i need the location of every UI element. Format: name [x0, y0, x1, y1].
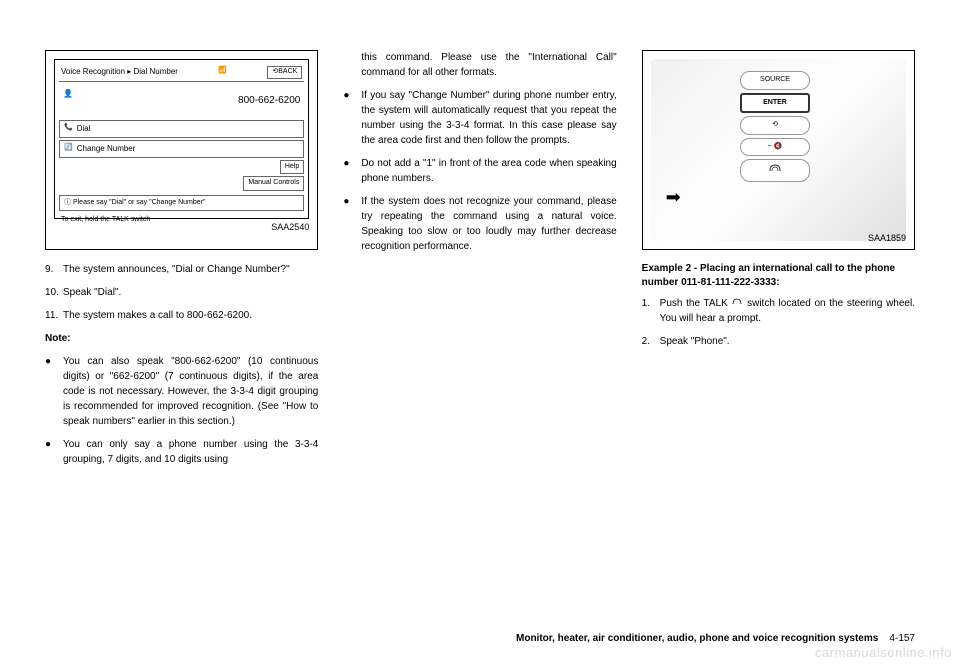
continuation-text: this command. Please use the "Internatio…: [343, 50, 616, 80]
footer-page: 4-157: [889, 633, 915, 644]
dialog-screenshot: Voice Recognition ▸ Dial Number 📶 ⟲BACK …: [45, 50, 318, 250]
menu-change-label: Change Number: [77, 143, 136, 155]
talk-inline-icon: [731, 297, 743, 309]
col2-bullet-1: ● If you say "Change Number" during phon…: [343, 88, 616, 148]
menu-dial-label: Dial: [77, 123, 91, 135]
screen-header: Voice Recognition ▸ Dial Number 📶 ⟲BACK: [59, 64, 304, 82]
menu-change-number: 🔄 Change Number: [59, 140, 304, 158]
enter-button: ENTER: [740, 93, 810, 114]
example-heading: Example 2 - Placing an international cal…: [642, 262, 915, 290]
page-container: Voice Recognition ▸ Dial Number 📶 ⟲BACK …: [45, 50, 915, 475]
dial-icon: 📞: [64, 123, 73, 134]
bullet-icon: ●: [343, 156, 361, 186]
speak-icon: 👤: [63, 88, 73, 100]
sub-buttons: Help: [59, 160, 304, 175]
talk-button: [740, 159, 810, 182]
figure-label-2: SAA1859: [868, 232, 906, 246]
back-control-button: ⟲: [740, 116, 810, 135]
column-1: Voice Recognition ▸ Dial Number 📶 ⟲BACK …: [45, 50, 318, 475]
step-text: Speak "Phone".: [660, 334, 915, 349]
manual-controls-button: Manual Controls: [243, 176, 304, 191]
note-heading: Note:: [45, 331, 318, 346]
column-3: SOURCE ENTER ⟲ − 🔇 ➡ SAA1859 Example 2 -…: [642, 50, 915, 475]
source-button: SOURCE: [740, 71, 810, 90]
bullet-text: You can only say a phone number using th…: [63, 437, 318, 467]
step-num: 2.: [642, 334, 660, 349]
bullet-icon: ●: [343, 88, 361, 148]
step-num: 1.: [642, 296, 660, 326]
bullet-icon: ●: [45, 437, 63, 467]
step1-pre: Push the TALK: [660, 298, 732, 309]
back-button: ⟲BACK: [267, 66, 302, 79]
screen-inner: Voice Recognition ▸ Dial Number 📶 ⟲BACK …: [54, 59, 309, 219]
talk-icon-svg: [768, 163, 782, 173]
info-icon: ⓘ: [64, 199, 73, 206]
page-footer: Monitor, heater, air conditioner, audio,…: [516, 633, 915, 644]
step-10: 10. Speak "Dial".: [45, 285, 318, 300]
menu-dial: 📞 Dial: [59, 120, 304, 138]
step-11: 11. The system makes a call to 800-662-6…: [45, 308, 318, 323]
step-num: 11.: [45, 308, 63, 323]
example-step-2: 2. Speak "Phone".: [642, 334, 915, 349]
footer-section: Monitor, heater, air conditioner, audio,…: [516, 633, 878, 644]
step-text: The system makes a call to 800-662-6200.: [63, 308, 318, 323]
arrow-indicator: ➡: [666, 184, 681, 211]
step-num: 9.: [45, 262, 63, 277]
prompt-text: Please say "Dial" or say "Change Number": [73, 199, 206, 206]
step-9: 9. The system announces, "Dial or Change…: [45, 262, 318, 277]
help-button: Help: [280, 160, 304, 175]
number-display: 👤 800-662-6200: [59, 86, 304, 116]
change-icon: 🔄: [64, 143, 73, 154]
bullet-icon: ●: [343, 194, 361, 254]
control-panel: SOURCE ENTER ⟲ − 🔇: [740, 71, 810, 185]
column-2: this command. Please use the "Internatio…: [343, 50, 616, 475]
bullet-icon: ●: [45, 354, 63, 429]
steering-wheel-image: SOURCE ENTER ⟲ − 🔇 ➡ SAA1859: [642, 50, 915, 250]
prompt-box: ⓘ Please say "Dial" or say "Change Numbe…: [59, 195, 304, 212]
note-bullet-1: ● You can also speak "800-662-6200" (10 …: [45, 354, 318, 429]
number-value: 800-662-6200: [238, 93, 300, 108]
step-num: 10.: [45, 285, 63, 300]
step-text: Push the TALK switch located on the stee…: [660, 296, 915, 326]
bullet-text: Do not add a "1" in front of the area co…: [361, 156, 616, 186]
watermark: carmanualsonline.info: [815, 645, 952, 660]
bullet-text: You can also speak "800-662-6200" (10 co…: [63, 354, 318, 429]
col2-bullet-3: ● If the system does not recognize your …: [343, 194, 616, 254]
note-bullet-2: ● You can only say a phone number using …: [45, 437, 318, 467]
bullet-text: If the system does not recognize your co…: [361, 194, 616, 254]
steering-inner: SOURCE ENTER ⟲ − 🔇 ➡: [651, 59, 906, 241]
sub-buttons-2: Manual Controls: [59, 176, 304, 191]
step-text: Speak "Dial".: [63, 285, 318, 300]
step-text: The system announces, "Dial or Change Nu…: [63, 262, 318, 277]
example-step-1: 1. Push the TALK switch located on the s…: [642, 296, 915, 326]
breadcrumb: Voice Recognition ▸ Dial Number: [61, 66, 178, 79]
signal-icon: 📶: [218, 66, 227, 79]
vol-down-button: − 🔇: [740, 138, 810, 157]
bullet-text: If you say "Change Number" during phone …: [361, 88, 616, 148]
exit-text: To exit, hold the TALK switch: [59, 213, 304, 228]
col2-bullet-2: ● Do not add a "1" in front of the area …: [343, 156, 616, 186]
